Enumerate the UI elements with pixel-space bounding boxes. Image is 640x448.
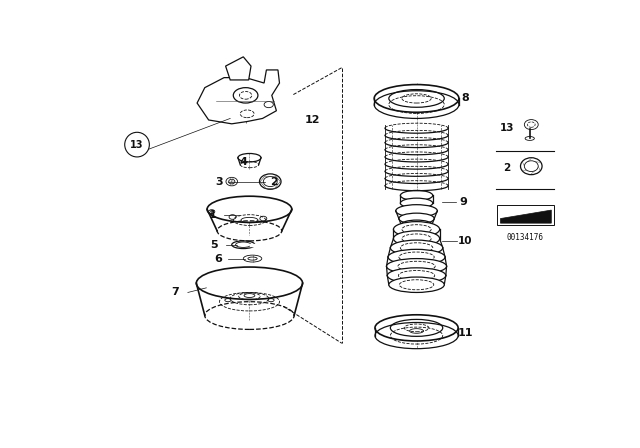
Text: 7: 7: [172, 288, 179, 297]
Ellipse shape: [390, 240, 443, 255]
Ellipse shape: [374, 85, 459, 112]
Ellipse shape: [196, 267, 303, 299]
Ellipse shape: [388, 250, 445, 265]
Ellipse shape: [396, 205, 437, 217]
Circle shape: [125, 132, 149, 157]
Ellipse shape: [401, 190, 433, 200]
Text: 6: 6: [215, 254, 223, 263]
Ellipse shape: [401, 198, 433, 208]
Ellipse shape: [387, 258, 447, 274]
Text: 12: 12: [305, 115, 321, 125]
Ellipse shape: [375, 315, 458, 341]
Text: 3: 3: [215, 177, 223, 186]
Text: 13: 13: [131, 140, 144, 150]
Ellipse shape: [387, 268, 446, 283]
Text: 13: 13: [499, 123, 514, 133]
Polygon shape: [197, 70, 280, 124]
Text: 9: 9: [460, 197, 467, 207]
Polygon shape: [500, 210, 551, 223]
Text: 11: 11: [458, 327, 473, 337]
Ellipse shape: [394, 231, 440, 246]
Text: 8: 8: [461, 94, 469, 103]
Text: 10: 10: [458, 236, 472, 246]
Text: 2: 2: [503, 163, 510, 173]
Text: 1: 1: [209, 211, 216, 220]
Text: 4: 4: [239, 156, 247, 167]
Ellipse shape: [389, 277, 444, 293]
FancyBboxPatch shape: [497, 206, 554, 225]
Ellipse shape: [207, 196, 292, 222]
Text: 5: 5: [210, 240, 218, 250]
Ellipse shape: [399, 213, 435, 224]
Ellipse shape: [401, 220, 432, 229]
Text: 2: 2: [270, 177, 278, 186]
Polygon shape: [225, 57, 251, 80]
Text: 00134176: 00134176: [507, 233, 543, 242]
Ellipse shape: [394, 222, 440, 237]
